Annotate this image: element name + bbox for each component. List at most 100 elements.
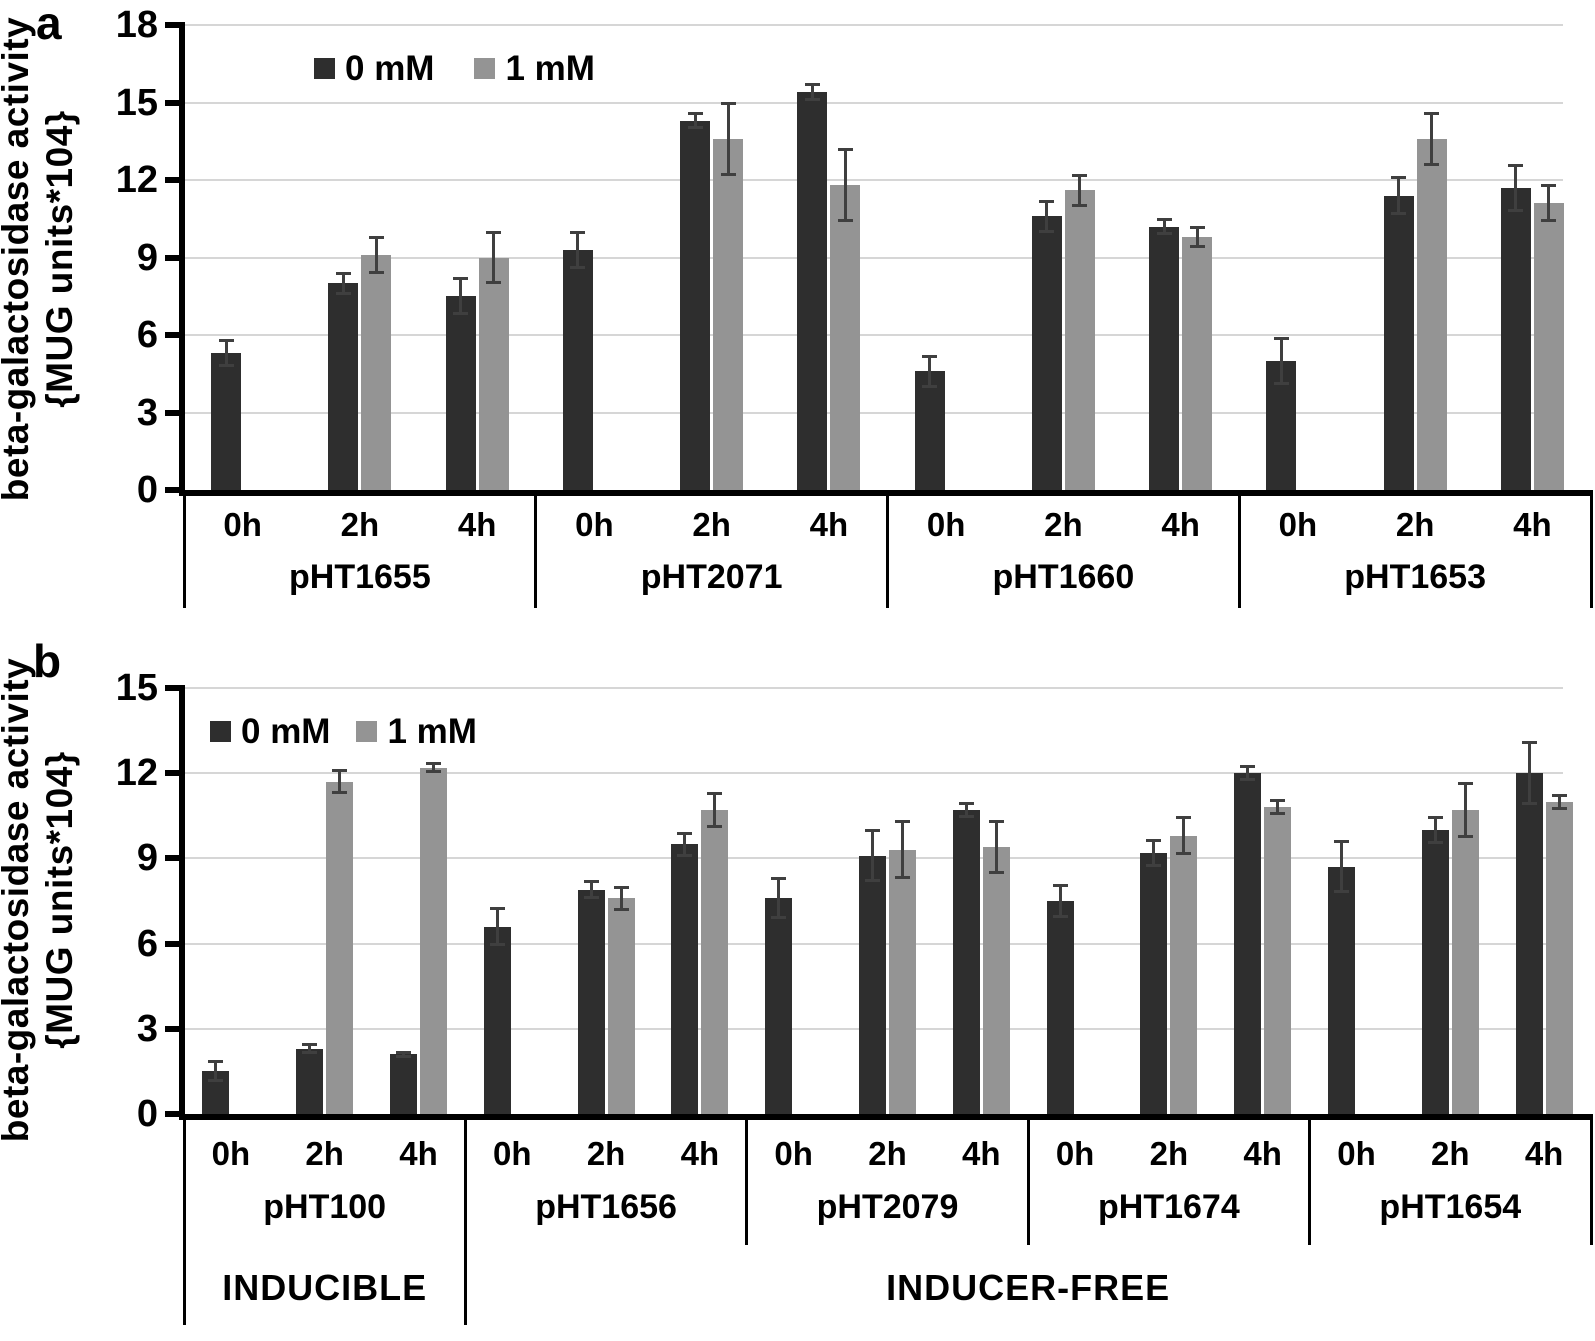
bar-0mM (1149, 226, 1180, 490)
error-bar-cap-bottom (1189, 245, 1205, 249)
error-bar-cap-top (1072, 173, 1088, 177)
error-bar-cap-bottom (218, 364, 234, 367)
error-bar-cap-bottom (720, 172, 736, 176)
legend-item-1mM: 1 mM (474, 49, 595, 88)
error-bar-line (589, 881, 593, 899)
error-bar-line (459, 278, 463, 315)
time-label: 2h (868, 1135, 907, 1172)
time-label: 2h (1431, 1135, 1470, 1172)
error-bar-cap-bottom (208, 1079, 224, 1083)
error-bar-cap-top (583, 880, 599, 884)
error-bar-cap-bottom (1052, 914, 1068, 918)
x-axis-line (179, 1114, 1592, 1120)
error-bar-cap-bottom (707, 825, 723, 829)
error-bar-cap-top (988, 820, 1004, 824)
group-divider (886, 490, 889, 608)
y-axis-tick (165, 332, 180, 338)
error-bar-line (338, 770, 342, 794)
error-bar-cap-top (426, 762, 441, 766)
time-label: 2h (305, 1135, 344, 1172)
group-divider (182, 490, 186, 608)
legend-item-0mM: 0 mM (210, 714, 330, 749)
legend-label: 1 mM (505, 49, 595, 88)
time-label: 4h (399, 1135, 438, 1172)
error-bar-cap-top (489, 907, 505, 911)
error-bar-line (1162, 218, 1166, 235)
group-divider (1237, 490, 1241, 608)
time-label: 2h (1044, 506, 1083, 543)
error-bar-cap-bottom (1146, 863, 1162, 867)
group-divider (182, 1114, 186, 1245)
error-bar-cap-top (570, 230, 586, 234)
error-bar-cap-bottom (865, 879, 880, 883)
error-bar-line (994, 821, 998, 873)
time-label: 2h (340, 506, 380, 543)
group-divider (1308, 1114, 1312, 1245)
y-tick-label: 9 (136, 837, 158, 880)
bar-1mM (1533, 203, 1564, 490)
error-bar-cap-bottom (426, 769, 441, 773)
error-bar-cap-bottom (958, 815, 974, 819)
error-bar-line (964, 803, 968, 818)
time-label: 4h (1243, 1135, 1282, 1172)
bar-0mM (445, 296, 476, 490)
bar-1mM (1182, 236, 1213, 490)
error-bar-line (713, 793, 717, 828)
error-bar-cap-top (865, 829, 880, 832)
y-axis-line (179, 685, 185, 1120)
bar-1mM (607, 898, 635, 1114)
group-divider (534, 490, 538, 608)
y-axis-tick (165, 409, 180, 416)
error-bar-line (1152, 839, 1156, 866)
panel-b-letter: b (33, 635, 62, 687)
error-bar-line (492, 231, 496, 284)
time-label: 4h (1161, 506, 1200, 543)
error-bar-cap-bottom (1541, 219, 1557, 223)
error-bar-cap-top (922, 354, 938, 358)
time-label: 4h (962, 1135, 1001, 1172)
error-bar-cap-bottom (486, 281, 502, 285)
bar-1mM (701, 810, 729, 1114)
y-tick-label: 12 (115, 159, 158, 201)
error-bar-line (1195, 226, 1199, 248)
y-axis-tick (165, 99, 180, 106)
group-label: pHT1653 (1344, 558, 1486, 596)
bar-1mM (420, 767, 447, 1114)
error-bar-cap-bottom (988, 870, 1004, 874)
error-bar-cap-bottom (1039, 229, 1055, 233)
error-bar-cap-top (208, 1060, 224, 1064)
error-bar-cap-top (613, 885, 629, 889)
gridline (184, 411, 1563, 414)
legend-item-0mM: 0 mM (314, 51, 434, 86)
time-label: 0h (575, 506, 614, 543)
bar-0mM (1234, 773, 1262, 1114)
y-axis-tick (165, 1025, 180, 1032)
error-bar-line (619, 886, 623, 910)
error-bar-cap-bottom (771, 916, 787, 920)
y-axis-tick (165, 177, 180, 183)
time-label: 0h (1337, 1135, 1376, 1172)
error-bar-line (1430, 112, 1434, 165)
error-bar-cap-bottom (1156, 232, 1172, 236)
time-label: 2h (692, 506, 731, 543)
error-bar-cap-top (368, 235, 384, 239)
y-tick-label: 6 (136, 314, 158, 356)
error-bar-cap-top (335, 272, 351, 275)
error-bar-line (1182, 817, 1186, 855)
bar-0mM (1140, 852, 1168, 1114)
error-bar-cap-bottom (1508, 209, 1524, 212)
error-bar-cap-top (218, 339, 234, 343)
error-bar-cap-bottom (368, 271, 384, 274)
error-bar-cap-top (1156, 217, 1172, 221)
error-bar-cap-bottom (1551, 806, 1567, 810)
y-tick-label: 3 (136, 1007, 158, 1050)
error-bar-line (777, 878, 781, 919)
gridline (184, 687, 1563, 689)
error-bar-cap-top (396, 1050, 411, 1054)
y-tick-label: 0 (136, 1093, 158, 1135)
error-bar-cap-top (687, 111, 703, 115)
error-bar-cap-bottom (895, 876, 910, 880)
time-label: 2h (1149, 1135, 1189, 1172)
y-axis-tick (165, 855, 180, 862)
